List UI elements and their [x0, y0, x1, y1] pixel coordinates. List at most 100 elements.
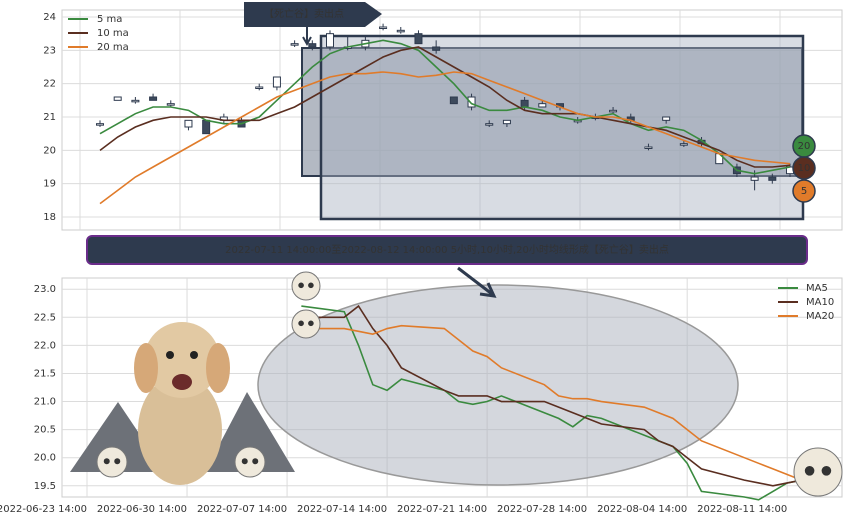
candle-body [184, 119, 193, 128]
skull-eye [308, 282, 314, 289]
legend-label: 5 ma [97, 14, 122, 25]
candle-body [149, 96, 158, 101]
y-tick-label: 22 [43, 79, 56, 90]
ma-line [99, 39, 791, 175]
x-tick-label: 2022-06-30 14:00 [97, 504, 187, 515]
candle-body [272, 76, 281, 88]
banner [86, 235, 808, 265]
y-tick-label: 23.0 [34, 284, 56, 295]
ma-badge-label: 5 [801, 186, 807, 197]
y-tick-label: 20 [43, 145, 56, 156]
y-tick-label: 20.0 [34, 453, 56, 464]
y-tick-label: 19.5 [34, 481, 56, 492]
candle-body [255, 86, 264, 89]
ma-badge [792, 179, 816, 203]
ma-line [301, 305, 802, 501]
dog-eye [190, 351, 198, 359]
ma-line [99, 46, 791, 168]
y-tick-label: 21 [43, 112, 56, 123]
skull-eye [114, 458, 121, 465]
candle-body [520, 99, 529, 108]
skull-eye [241, 458, 248, 465]
candle-body [414, 33, 423, 45]
x-tick-label: 2022-06-23 14:00 [0, 504, 87, 515]
highlight-ellipse [257, 284, 739, 486]
y-tick-label: 22.5 [34, 312, 56, 323]
skull [234, 446, 266, 478]
candle-body [290, 43, 299, 46]
mountain [70, 402, 165, 472]
skull [291, 309, 321, 339]
x-tick-label: 2022-07-28 14:00 [497, 504, 587, 515]
highlight-box [319, 34, 805, 221]
candle-body [609, 109, 618, 113]
candle-body [644, 146, 653, 149]
ma-badge-label: 10 [798, 163, 811, 174]
candle-body [485, 123, 494, 126]
skull-eye [298, 320, 304, 327]
candle-body [131, 99, 140, 103]
candle-body [396, 29, 405, 33]
x-tick-label: 2022-07-14 14:00 [297, 504, 387, 515]
legend-label: 20 ma [97, 42, 129, 53]
ma-badge [792, 156, 816, 180]
arrow-down [302, 27, 312, 47]
x-tick-label: 2022-08-04 14:00 [597, 504, 687, 515]
dog-ear [134, 343, 158, 393]
candle-body [96, 123, 104, 126]
ma-line [301, 304, 802, 487]
candle-body [202, 119, 211, 135]
candle-body [467, 96, 476, 108]
chart-title: 2022-07-11 14:00:00至2022-08-12 14:00:00 … [225, 243, 669, 256]
skull-eye [298, 282, 304, 289]
candle-body [502, 119, 511, 125]
mountain [205, 392, 295, 472]
skull-eye [804, 466, 815, 476]
y-tick-label: 19 [43, 179, 56, 190]
candle-body [326, 33, 334, 48]
candle-body [379, 26, 388, 29]
skull-eye [821, 466, 832, 476]
dog-eye [166, 351, 174, 359]
dog-ear [206, 343, 230, 393]
ma-line [99, 71, 791, 205]
skull [291, 271, 321, 301]
candle-body [449, 96, 458, 105]
x-tick-label: 2022-07-07 14:00 [197, 504, 287, 515]
candle-body [432, 46, 441, 51]
skull-eye [103, 458, 110, 465]
y-tick-label: 18 [43, 212, 56, 223]
y-tick-label: 20.5 [34, 425, 56, 436]
candle-body [768, 176, 777, 181]
x-tick-label: 2022-08-11 14:00 [697, 504, 787, 515]
dog-body [138, 375, 222, 485]
y-tick-label: 23 [43, 45, 56, 56]
candle-body [679, 143, 688, 146]
y-tick-label: 22.0 [34, 340, 56, 351]
candle-body [113, 96, 122, 101]
skull-eye [308, 320, 314, 327]
candle-body [538, 103, 547, 108]
skull [96, 446, 128, 478]
candle-body [750, 176, 759, 181]
legend-label: 10 ma [97, 28, 129, 39]
chart-title: 【死亡谷】卖出点 [264, 7, 344, 20]
title-callout [244, 2, 382, 27]
candle-body [166, 103, 175, 106]
legend-label: MA5 [806, 283, 828, 294]
dog-mouth [172, 374, 192, 390]
y-tick-label: 21.0 [34, 397, 56, 408]
y-tick-label: 24 [43, 12, 56, 23]
ma-badge-label: 20 [798, 141, 811, 152]
y-tick-label: 21.5 [34, 368, 56, 379]
x-tick-label: 2022-07-21 14:00 [397, 504, 487, 515]
legend-label: MA10 [806, 297, 834, 308]
skull [793, 447, 843, 497]
candle-body [308, 43, 317, 48]
skull-eye [252, 458, 259, 465]
legend-label: MA20 [806, 311, 834, 322]
dog-head [144, 322, 220, 398]
ma-line [301, 324, 802, 481]
candle-body [662, 116, 671, 121]
